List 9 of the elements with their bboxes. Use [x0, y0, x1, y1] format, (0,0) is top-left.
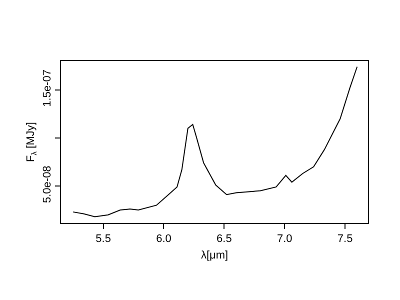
x-tick-label: 5.5: [96, 233, 111, 246]
y-tick-label: 1.5e-07: [42, 70, 54, 107]
x-tick-label: 6.0: [156, 233, 172, 246]
x-tick-label: 7.0: [276, 233, 292, 246]
y-tick-label: 5.0e-08: [42, 166, 54, 203]
line-series: [72, 66, 358, 218]
x-tick-label: 7.5: [337, 233, 353, 246]
x-tick-label: 6.5: [216, 233, 232, 246]
x-axis-title: λ[μm]: [200, 249, 228, 262]
